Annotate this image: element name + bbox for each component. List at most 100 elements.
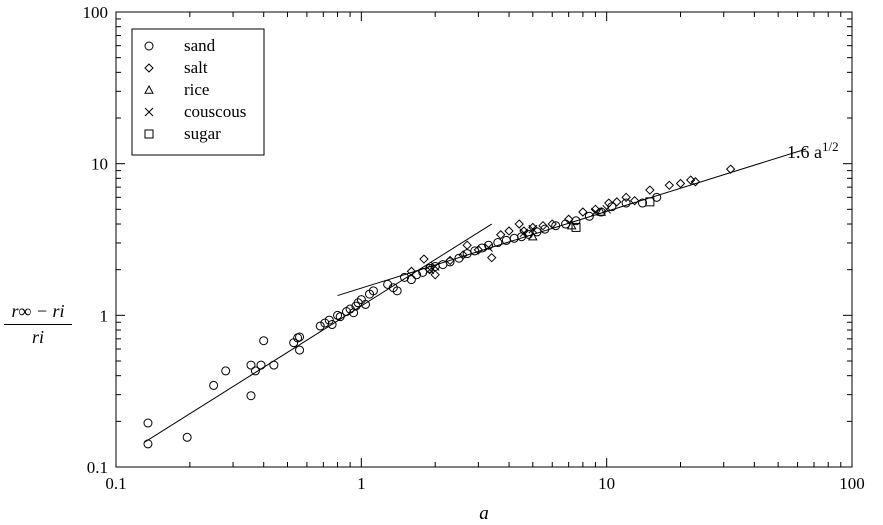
legend-marker-couscous (144, 107, 154, 117)
data-point-sand (259, 336, 269, 346)
data-point-rice (527, 231, 538, 241)
y-tick-label: 100 (83, 3, 109, 22)
data-point-sand (246, 360, 256, 370)
x-tick-label: 10 (598, 474, 615, 493)
y-tick-label: 1 (100, 306, 109, 325)
y-axis-label: r∞ − ri ri (4, 301, 72, 348)
data-point-sand (209, 380, 219, 390)
legend-marker-rice (144, 84, 154, 94)
data-point-salt (406, 266, 417, 277)
legend-marker-salt (144, 63, 154, 73)
legend-label-sugar: sugar (184, 124, 221, 143)
data-point-sand (551, 221, 561, 231)
fit-line-label: 1.6 a1/2 (787, 139, 839, 162)
data-point-sand (356, 295, 366, 305)
y-tick-label: 0.1 (87, 458, 108, 477)
legend-label-rice: rice (184, 80, 209, 99)
axis-ticks: 0.1 1 10 100 0.1 1 10 100 (83, 3, 865, 493)
data-point-couscous (430, 262, 440, 271)
data-point-sand (638, 198, 648, 208)
data-point-sand (361, 299, 371, 309)
data-point-couscous (528, 224, 538, 234)
data-point-sand (182, 432, 192, 442)
data-point-salt (462, 240, 472, 250)
data-point-salt (645, 185, 655, 195)
data-point-salt (487, 252, 497, 263)
data-point-salt (612, 197, 622, 207)
x-tick-label: 100 (839, 474, 865, 493)
data-point-salt (590, 204, 601, 215)
legend-label-sand: sand (184, 36, 216, 55)
data-point-couscous (484, 243, 493, 252)
data-point-salt (504, 226, 514, 236)
data-points (143, 164, 736, 449)
data-point-sand (246, 391, 256, 401)
data-point-sand (324, 315, 334, 325)
x-axis-label: a (479, 503, 489, 524)
legend-marker-sugar (144, 129, 154, 139)
data-point-salt (425, 264, 435, 275)
data-point-sand (571, 216, 581, 226)
plot-frame (115, 11, 853, 468)
data-point-sand (143, 418, 153, 428)
y-tick-label: 10 (91, 155, 108, 174)
data-point-salt (664, 180, 675, 191)
data-point-salt (578, 207, 588, 217)
data-point-salt (445, 255, 455, 266)
data-point-sand (315, 321, 325, 331)
data-point-sand (221, 366, 231, 376)
data-point-sand (256, 360, 266, 370)
data-point-couscous (519, 228, 529, 238)
data-point-salt (563, 214, 574, 224)
data-point-salt (675, 178, 686, 189)
data-point-sugar (645, 197, 655, 207)
data-point-sand (327, 320, 337, 330)
data-point-sand (392, 286, 402, 296)
data-point-sand (269, 360, 279, 370)
data-point-salt (629, 195, 640, 206)
data-point-sand (621, 198, 631, 208)
data-point-sand (493, 238, 503, 248)
data-point-sand (295, 332, 305, 342)
data-point-sand (143, 439, 153, 449)
data-point-salt (496, 230, 506, 240)
data-point-salt (690, 177, 701, 187)
data-point-sand (293, 333, 303, 343)
data-point-sand (335, 312, 345, 322)
legend-box (131, 28, 265, 156)
y-axis-label-numerator: r∞ − ri (4, 301, 72, 325)
data-point-sand (540, 224, 550, 234)
fit-lines (143, 148, 807, 443)
data-point-sand (400, 272, 410, 282)
data-point-salt (430, 270, 440, 280)
data-point-sand (445, 257, 455, 267)
data-point-sugar (571, 222, 581, 232)
data-point-salt (473, 245, 484, 255)
legend-marker-sand (144, 41, 154, 51)
legend-label-salt: salt (184, 58, 208, 77)
data-point-sand (295, 345, 305, 355)
data-point-salt (725, 164, 736, 174)
data-point-couscous (602, 204, 612, 214)
x-tick-label: 1 (357, 474, 366, 493)
legend-label-couscous: couscous (184, 102, 246, 121)
data-point-salt (547, 219, 557, 229)
x-tick-label: 0.1 (105, 474, 126, 493)
data-point-couscous (425, 265, 435, 275)
data-point-sand (368, 286, 378, 296)
data-point-salt (621, 192, 631, 203)
data-point-sand (349, 308, 359, 318)
fit-line (143, 223, 492, 443)
data-point-salt (458, 250, 468, 260)
data-point-sand (250, 366, 260, 376)
data-point-sand (509, 233, 519, 243)
data-point-sand (406, 275, 416, 285)
data-point-couscous (591, 207, 600, 217)
data-point-salt (538, 220, 548, 231)
legend: sand salt rice couscous sugar (131, 28, 265, 156)
data-point-sand (484, 240, 494, 250)
y-axis-label-denominator: ri (31, 327, 44, 347)
data-point-rice (596, 206, 607, 216)
data-point-sand (584, 211, 594, 221)
